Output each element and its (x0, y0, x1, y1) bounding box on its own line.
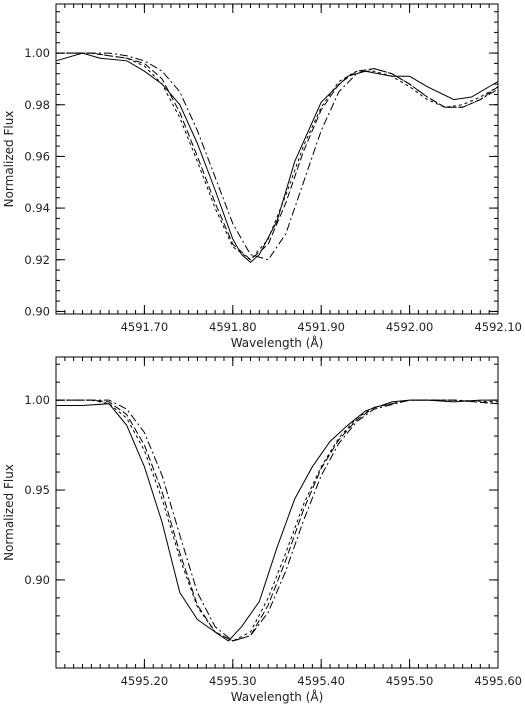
y-tick-label: 0.98 (24, 98, 50, 112)
series-line-1 (56, 399, 498, 642)
y-tick-label: 0.94 (24, 201, 50, 215)
x-tick-label: 4591.90 (297, 320, 345, 334)
bottom-panel-4595: 4595.20 4595.30 4595.40 4595.50 4595.60 0.90 0… (2, 356, 522, 704)
y-axis-title: Normalized Flux (2, 111, 16, 208)
x-tick-label: 4595.30 (209, 674, 257, 688)
x-tick-label: 4595.50 (386, 674, 434, 688)
x-tick-label: 4595.60 (474, 674, 522, 688)
y-tick-label: 1.00 (24, 46, 50, 60)
y-tick-label: 0.92 (24, 253, 50, 267)
x-axis-title: Wavelength (Å) (231, 335, 324, 350)
series-line-3 (56, 399, 499, 642)
x-tick-label: 4595.20 (121, 674, 169, 688)
x-tick-label: 4592.00 (386, 320, 434, 334)
y-tick-label: 0.90 (24, 573, 50, 587)
y-axis-title: Normalized Flux (2, 464, 16, 561)
series-line-1 (55, 52, 499, 263)
series-line-4 (56, 52, 499, 261)
series-line-3 (56, 52, 499, 261)
x-tick-label: 4591.70 (121, 320, 169, 334)
y-tick-label: 0.90 (24, 304, 50, 318)
y-tick-label: 0.95 (24, 483, 50, 497)
y-tick-label: 0.96 (24, 149, 50, 163)
series-line-2 (56, 399, 499, 642)
series-line-4 (56, 399, 499, 642)
x-tick-label: 4591.80 (209, 320, 257, 334)
plot-frame (55, 356, 499, 669)
y-tick-label: 1.00 (24, 393, 50, 407)
x-tick-label: 4595.40 (297, 674, 345, 688)
x-tick-label: 4592.10 (474, 320, 522, 334)
plot-frame (55, 3, 499, 315)
top-panel-4591: 4591.70 4591.80 4591.90 4592.00 4592.10 0.90 0… (2, 3, 522, 350)
x-axis-title: Wavelength (Å) (231, 689, 324, 704)
series-line-2 (56, 52, 499, 261)
